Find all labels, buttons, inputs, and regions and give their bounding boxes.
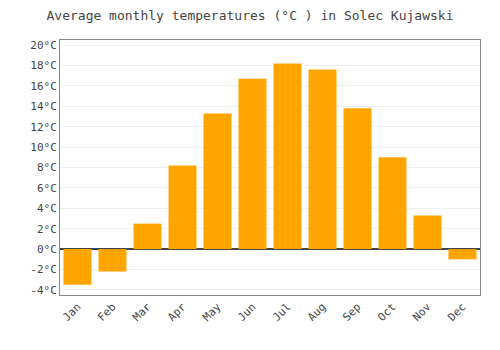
svg-text:Jul: Jul [270, 301, 293, 324]
svg-text:8°C: 8°C [37, 161, 57, 174]
svg-text:Nov: Nov [410, 300, 434, 324]
svg-text:Mar: Mar [130, 300, 154, 324]
svg-text:12°C: 12°C [30, 121, 57, 134]
svg-text:20°C: 20°C [30, 39, 57, 52]
svg-text:6°C: 6°C [37, 182, 57, 195]
svg-text:Dec: Dec [445, 301, 468, 324]
svg-text:May: May [200, 300, 224, 324]
svg-text:Jan: Jan [60, 301, 83, 324]
svg-text:Sep: Sep [340, 301, 363, 324]
svg-text:Feb: Feb [95, 301, 118, 324]
svg-text:4°C: 4°C [37, 202, 57, 215]
svg-text:Apr: Apr [165, 300, 189, 324]
svg-text:Jun: Jun [235, 301, 258, 324]
svg-text:14°C: 14°C [30, 100, 57, 113]
svg-text:Average monthly temperatures (: Average monthly temperatures (°C ) in So… [47, 8, 454, 23]
svg-text:2°C: 2°C [37, 223, 57, 236]
svg-text:18°C: 18°C [30, 59, 57, 72]
svg-text:16°C: 16°C [30, 80, 57, 93]
svg-text:-2°C: -2°C [30, 263, 57, 276]
svg-text:Oct: Oct [375, 301, 398, 324]
svg-text:Aug: Aug [305, 301, 328, 324]
svg-text:-4°C: -4°C [30, 284, 57, 297]
svg-text:0°C: 0°C [37, 243, 57, 256]
svg-text:10°C: 10°C [30, 141, 57, 154]
